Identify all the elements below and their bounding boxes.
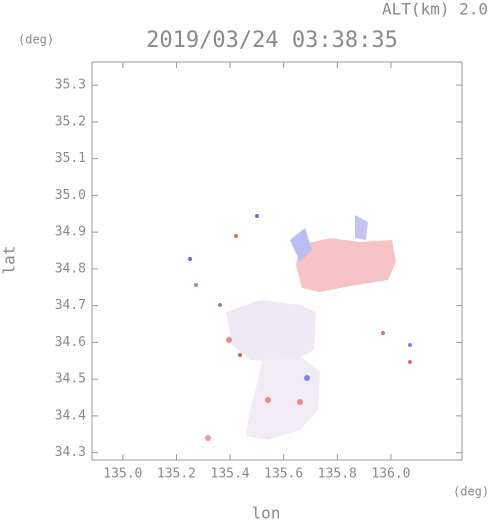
plot-frame [91, 61, 463, 461]
chart-title: 2019/03/24 03:38:35 [146, 28, 398, 53]
y-tick-label: 35.3 [55, 78, 86, 93]
y-tick-label: 34.4 [55, 408, 86, 423]
y-tick-label: 34.9 [55, 225, 86, 240]
y-axis-label: lat [0, 246, 19, 275]
y-tick-label: 34.8 [55, 261, 86, 276]
echo-field [188, 214, 412, 441]
y-tick-label: 35.1 [55, 151, 86, 166]
x-tick-label: 136.0 [371, 467, 410, 482]
y-tick-label: 34.7 [55, 298, 86, 313]
y-tick-label: 34.3 [55, 445, 86, 460]
x-tick-label: 135.8 [318, 467, 357, 482]
x-tick-label: 135.2 [157, 467, 196, 482]
y-tick-label: 35.0 [55, 188, 86, 203]
x-tick-label: 135.6 [264, 467, 303, 482]
x-tick-label: 135.4 [211, 467, 250, 482]
x-axis-label: lon [252, 504, 281, 521]
y-tick-label: 34.6 [55, 335, 86, 350]
x-tick-label: 135.0 [103, 467, 142, 482]
y-tick-label: 35.2 [55, 114, 86, 129]
altitude-label: ALT(km) 2.0 [382, 0, 488, 19]
y-tick-label: 34.5 [55, 372, 86, 387]
y-unit: (deg) [18, 33, 54, 47]
x-unit: (deg) [453, 485, 489, 499]
